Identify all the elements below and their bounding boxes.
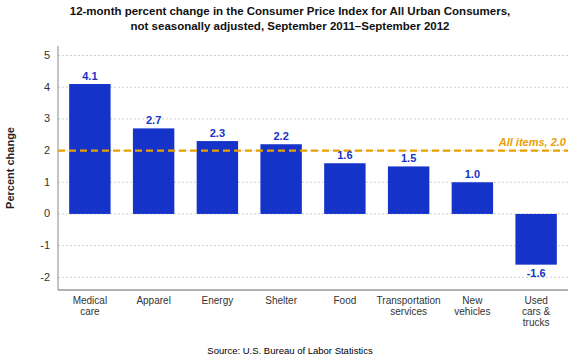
data-label: 1.5 xyxy=(401,152,416,164)
data-label: 2.3 xyxy=(210,127,225,139)
bar xyxy=(324,163,365,214)
chart-container: -2 -1 0 1 2 3 4 5 All items, 2.0 4.1 2.7 2.3 2.2 1.6 1… xyxy=(0,0,580,360)
x-tick-label: Usedcars &trucks xyxy=(522,295,551,328)
bar xyxy=(388,166,429,214)
y-tick-label: 3 xyxy=(44,112,50,124)
y-axis-label: Percent change xyxy=(4,127,16,209)
y-tick-label: 1 xyxy=(44,176,50,188)
data-label: 1.0 xyxy=(465,168,480,180)
x-tick-label: Apparel xyxy=(136,295,170,306)
chart-svg: -2 -1 0 1 2 3 4 5 All items, 2.0 4.1 2.7 2.3 2.2 1.6 1… xyxy=(0,0,580,360)
x-tick-label: Food xyxy=(333,295,356,306)
y-tick-label: 4 xyxy=(44,81,50,93)
data-label: 2.2 xyxy=(273,130,288,142)
bar xyxy=(197,141,238,214)
y-tick-label: 0 xyxy=(44,207,50,219)
y-axis-line xyxy=(58,46,59,290)
bar xyxy=(69,84,110,214)
bar xyxy=(452,182,493,214)
reference-label: All items, 2.0 xyxy=(498,136,567,148)
grid-line xyxy=(58,245,568,246)
x-tick-label: Shelter xyxy=(265,295,297,306)
title: 12-month percent change in the Consumer … xyxy=(70,5,511,32)
data-label: -1.6 xyxy=(527,267,546,279)
y-tick-label: -1 xyxy=(40,239,50,251)
reference-line xyxy=(58,149,568,151)
source-note: Source: U.S. Bureau of Labor Statistics xyxy=(207,345,373,356)
y-tick-label: -2 xyxy=(40,271,50,283)
bar xyxy=(133,128,174,214)
x-tick-label: Energy xyxy=(202,295,234,306)
grid-line xyxy=(58,55,568,56)
x-tick-label: Medicalcare xyxy=(73,295,107,317)
x-tick-label: Newvehicles xyxy=(454,295,490,317)
bar xyxy=(260,144,301,214)
y-tick-label: 5 xyxy=(44,49,50,61)
data-label: 1.6 xyxy=(337,149,352,161)
grid-line xyxy=(58,118,568,119)
data-label: 4.1 xyxy=(82,70,97,82)
grid-line xyxy=(58,87,568,88)
grid-line xyxy=(58,277,568,278)
bar xyxy=(515,214,556,265)
y-tick-label: 2 xyxy=(44,144,50,156)
grid xyxy=(58,56,568,278)
bars xyxy=(58,84,568,265)
data-label: 2.7 xyxy=(146,114,161,126)
x-tick-label: Transportationservices xyxy=(377,295,441,317)
x-axis-line xyxy=(58,290,568,291)
